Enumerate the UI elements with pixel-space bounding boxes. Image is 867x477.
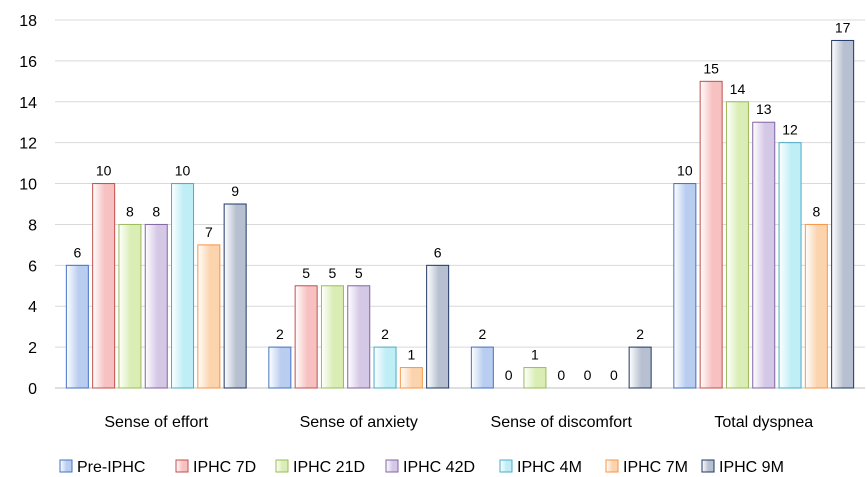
legend-swatch bbox=[385, 459, 399, 473]
data-label: 2 bbox=[276, 326, 284, 342]
y-tick-label: 14 bbox=[19, 95, 37, 112]
legend-item: IPHC 4M bbox=[499, 459, 582, 476]
legend-item: IPHC 7D bbox=[175, 459, 256, 476]
bar-iphc-21d-3 bbox=[725, 101, 749, 389]
bar-iphc-7m-3 bbox=[804, 223, 828, 389]
y-tick-label: 18 bbox=[19, 13, 37, 30]
data-label: 0 bbox=[610, 367, 618, 383]
data-label: 0 bbox=[505, 367, 513, 383]
y-tick-label: 12 bbox=[19, 136, 37, 153]
legend-swatch bbox=[701, 459, 715, 473]
y-tick-label: 0 bbox=[28, 381, 37, 398]
bar-iphc-9m-1 bbox=[426, 264, 450, 389]
legend-item: Pre-IPHC bbox=[59, 459, 145, 476]
bar-iphc-9m-2 bbox=[628, 346, 652, 389]
bar-pre-iphc-0 bbox=[65, 264, 89, 389]
bar-pre-iphc-1 bbox=[268, 346, 292, 389]
category-label: Sense of anxiety bbox=[300, 414, 418, 431]
bar-iphc-7m-1 bbox=[399, 367, 423, 389]
data-label: 9 bbox=[231, 183, 239, 199]
data-label: 15 bbox=[703, 60, 719, 76]
legend-label: IPHC 9M bbox=[719, 459, 784, 476]
data-label: 6 bbox=[73, 244, 81, 260]
legend-swatch bbox=[175, 459, 189, 473]
data-label: 12 bbox=[782, 122, 798, 138]
legend-swatch bbox=[605, 459, 619, 473]
legend-item: IPHC 9M bbox=[701, 459, 784, 476]
legend-item: IPHC 21D bbox=[275, 459, 365, 476]
bar-iphc-7d-1 bbox=[294, 285, 318, 389]
legend-label: IPHC 7D bbox=[193, 459, 256, 476]
legend-swatch bbox=[499, 459, 513, 473]
category-label: Sense of effort bbox=[104, 414, 208, 431]
bar-iphc-9m-0 bbox=[223, 203, 247, 389]
bar-iphc-7d-3 bbox=[699, 80, 723, 389]
legend-label: IPHC 21D bbox=[293, 459, 365, 476]
bar-pre-iphc-3 bbox=[673, 183, 697, 389]
y-tick-label: 4 bbox=[28, 299, 37, 316]
y-tick-label: 16 bbox=[19, 54, 37, 71]
legend-label: Pre-IPHC bbox=[77, 459, 145, 476]
data-label: 5 bbox=[329, 265, 337, 281]
bar-iphc-4m-1 bbox=[373, 346, 397, 389]
data-label: 8 bbox=[126, 203, 134, 219]
legend-label: IPHC 42D bbox=[403, 459, 475, 476]
data-label: 5 bbox=[302, 265, 310, 281]
legend-item: IPHC 42D bbox=[385, 459, 475, 476]
legend-swatch bbox=[59, 459, 73, 473]
y-tick-label: 6 bbox=[28, 258, 37, 275]
data-label: 6 bbox=[434, 244, 442, 260]
bar-iphc-21d-2 bbox=[523, 367, 547, 389]
data-label: 5 bbox=[355, 265, 363, 281]
bar-iphc-42d-3 bbox=[752, 121, 776, 389]
data-label: 0 bbox=[557, 367, 565, 383]
legend-swatch bbox=[275, 459, 289, 473]
y-tick-label: 10 bbox=[19, 177, 37, 194]
y-tick-label: 8 bbox=[28, 217, 37, 234]
data-label: 0 bbox=[584, 367, 592, 383]
data-label: 10 bbox=[175, 163, 191, 179]
data-label: 14 bbox=[730, 81, 746, 97]
category-label: Total dyspnea bbox=[714, 414, 813, 431]
bar-iphc-9m-3 bbox=[831, 39, 855, 389]
data-label: 10 bbox=[677, 163, 693, 179]
legend: Pre-IPHC IPHC 7D IPHC 21D IPHC 42D IPHC 4M IP… bbox=[59, 459, 784, 476]
legend-label: IPHC 7M bbox=[623, 459, 688, 476]
bar-iphc-7m-0 bbox=[197, 244, 221, 389]
bar-iphc-4m-3 bbox=[778, 142, 802, 389]
data-label: 2 bbox=[478, 326, 486, 342]
data-label: 1 bbox=[531, 347, 539, 363]
bar-pre-iphc-2 bbox=[470, 346, 494, 389]
y-tick-label: 2 bbox=[28, 340, 37, 357]
bar-iphc-21d-0 bbox=[118, 223, 142, 389]
bar-iphc-42d-0 bbox=[144, 223, 168, 389]
legend-item: IPHC 7M bbox=[605, 459, 688, 476]
bar-iphc-4m-0 bbox=[171, 183, 195, 389]
data-label: 17 bbox=[835, 19, 851, 35]
category-labels: Sense of effort Sense of anxiety Sense of … bbox=[104, 414, 813, 431]
data-label: 8 bbox=[812, 203, 820, 219]
y-axis-ticks: 0 2 4 6 8 10 12 14 16 18 bbox=[19, 13, 37, 398]
data-label: 13 bbox=[756, 101, 772, 117]
data-label: 1 bbox=[407, 347, 415, 363]
category-label: Sense of discomfort bbox=[491, 414, 633, 431]
bars bbox=[65, 39, 855, 389]
data-label: 10 bbox=[96, 163, 112, 179]
data-label: 8 bbox=[152, 203, 160, 219]
data-label: 7 bbox=[205, 224, 213, 240]
bar-iphc-7d-0 bbox=[92, 183, 116, 389]
legend-label: IPHC 4M bbox=[517, 459, 582, 476]
data-label: 2 bbox=[636, 326, 644, 342]
data-label: 2 bbox=[381, 326, 389, 342]
bar-iphc-21d-1 bbox=[320, 285, 344, 389]
bar-iphc-42d-1 bbox=[347, 285, 371, 389]
